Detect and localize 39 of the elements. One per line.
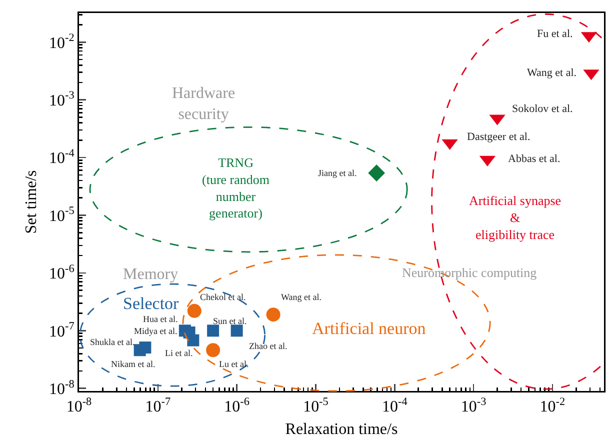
y-tick-label: 10$^{-3}$ — [48, 90, 75, 110]
annotation: Sokolov et al. — [512, 103, 574, 115]
annotation: Hua et al. — [143, 314, 178, 324]
y-tick-label: 10$^{-4}$ — [48, 147, 75, 168]
annotation: Dastgeer et al. — [467, 131, 530, 143]
x-tick-label: 10$^{-3}$ — [460, 396, 487, 416]
y-tick-label: 10$^{-6}$ — [48, 262, 75, 283]
x-tick-label: 10$^{-4}$ — [382, 396, 408, 416]
x-tick-label: 10$^{-6}$ — [224, 396, 250, 416]
x-tick-label: 10$^{-7}$ — [145, 396, 171, 416]
x-axis-title: Relaxation time/s — [285, 421, 398, 438]
annotation: Wang et al. — [527, 67, 577, 79]
annotation: Chekol et al. — [200, 292, 246, 302]
y-axis-title: Set time/s — [23, 170, 40, 234]
y-tick-label: 10$^{-5}$ — [48, 205, 75, 225]
annotation: Memory — [123, 266, 178, 283]
annotation: Neuromorphic computing — [402, 265, 538, 280]
annotation: TRNG (ture random number generator) — [202, 155, 270, 221]
annotation: Li et al. — [165, 348, 193, 358]
y-tick-label: 10$^{-8}$ — [48, 378, 75, 398]
y-tick-label: 10$^{-2}$ — [48, 32, 74, 52]
x-tick-label: 10$^{-8}$ — [66, 396, 92, 416]
annotation: Shukla et al. — [90, 337, 135, 347]
x-tick-label: 10$^{-2}$ — [540, 396, 566, 416]
x-tick-label: 10$^{-5}$ — [303, 396, 329, 416]
y-tick-label: 10$^{-7}$ — [48, 320, 75, 340]
annotation: Artificial neuron — [312, 319, 426, 338]
annotation: Midya et al. — [134, 326, 178, 336]
annotation: Sun et al. — [213, 316, 247, 326]
annotation: Abbas et al. — [508, 153, 560, 165]
annotation: Jiang et al. — [318, 168, 357, 178]
annotation: Nikam et al. — [111, 359, 156, 369]
annotation: Lu et al. — [219, 359, 249, 369]
annotation: Artificial synapse & eligibility trace — [469, 193, 562, 242]
annotation: Zhao et al. — [249, 341, 288, 351]
annotation: Hardware security — [172, 85, 236, 123]
annotation: Selector — [123, 294, 180, 313]
annotation: Wang et al. — [281, 292, 322, 302]
annotation: Fu et al. — [537, 28, 573, 40]
